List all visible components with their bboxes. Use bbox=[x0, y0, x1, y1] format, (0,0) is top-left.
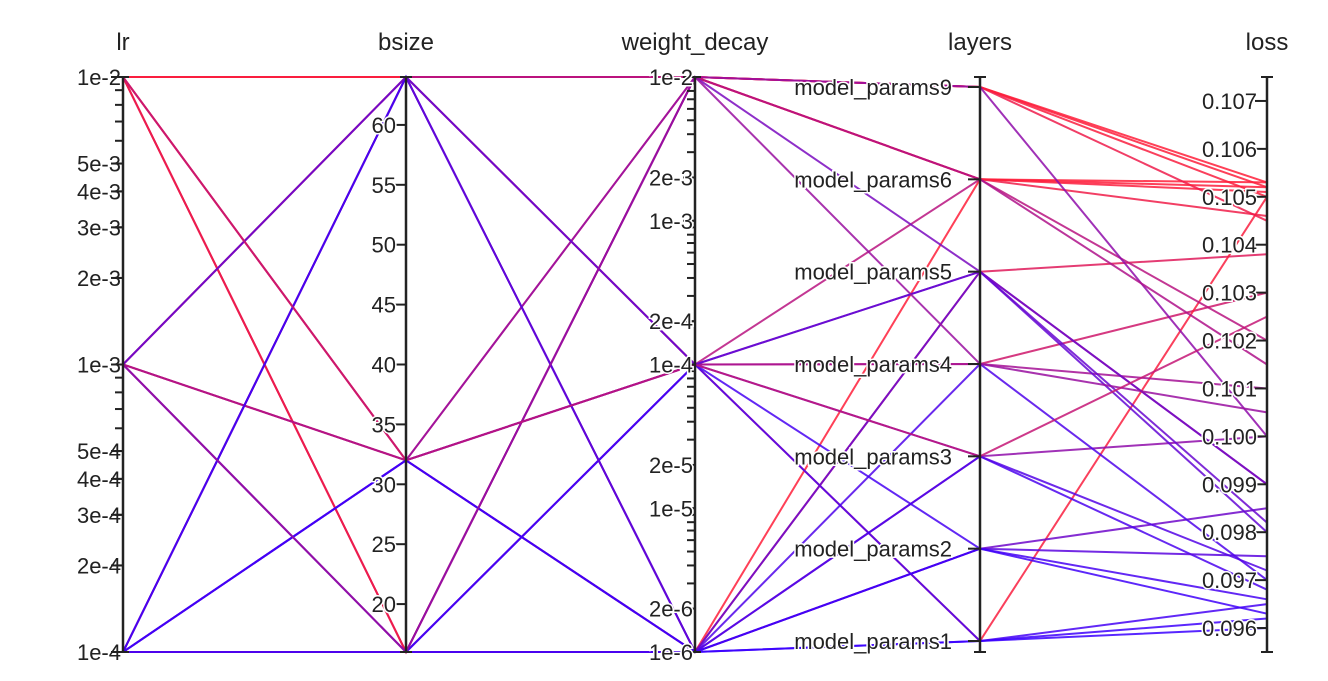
tick-label: 45 bbox=[372, 293, 396, 318]
tick-label: 1e-5 bbox=[649, 496, 693, 521]
category-label: model_params5 bbox=[794, 260, 952, 285]
category-label: model_params9 bbox=[794, 75, 952, 100]
tick-label: 3e-4 bbox=[77, 503, 121, 528]
axis-lr: lr 1e-2 5e-34e-3 3e-3 2e-3 1e-3 5e-4 4e-4 3e-4 2e… bbox=[77, 29, 130, 665]
tick-label: 3e-3 bbox=[77, 215, 121, 240]
axis-title: weight_decay bbox=[621, 29, 769, 56]
axis-loss: loss 0.107 0.106 0.105 0.104 0.103 0.102 0.101 0… bbox=[1200, 29, 1289, 653]
tick-label: 5e-3 bbox=[77, 152, 121, 177]
axis-title: bsize bbox=[378, 29, 434, 56]
tick-label: 4e-4 bbox=[77, 467, 121, 492]
tick-label: 2e-3 bbox=[77, 266, 121, 291]
tick-label: 0.098 bbox=[1202, 520, 1257, 545]
tick-label: 20 bbox=[372, 592, 396, 617]
tick-label: 2e-3 bbox=[649, 165, 693, 190]
tick-label: 0.101 bbox=[1202, 376, 1257, 401]
category-label: model_params3 bbox=[794, 444, 952, 469]
axis-weight_decay: weight_decay 1e-2 2e-3 1e-3 2e-4 1e-4 2e-5 1e-5… bbox=[621, 29, 769, 667]
tick-label: 30 bbox=[372, 472, 396, 497]
axis-title: layers bbox=[948, 29, 1012, 56]
tick-label: 2e-4 bbox=[77, 553, 121, 578]
axis-title: lr bbox=[116, 29, 129, 56]
tick-label: 1e-3 bbox=[649, 209, 693, 234]
tick-label: 0.104 bbox=[1202, 233, 1257, 258]
tick-label: 4e-3 bbox=[77, 179, 121, 204]
axes-layer: lr 1e-2 5e-34e-3 3e-3 2e-3 1e-3 5e-4 4e-4 3e-4 2e… bbox=[77, 29, 1289, 667]
tick-label: 1e-2 bbox=[77, 65, 121, 90]
tick-label: 0.097 bbox=[1202, 568, 1257, 593]
tick-label: 0.105 bbox=[1202, 185, 1257, 210]
tick-label: 35 bbox=[372, 412, 396, 437]
tick-label: 40 bbox=[372, 353, 396, 378]
tick-label: 0.106 bbox=[1202, 137, 1257, 162]
category-label: model_params1 bbox=[794, 629, 952, 654]
tick-label: 55 bbox=[372, 173, 396, 198]
category-label: model_params6 bbox=[794, 167, 952, 192]
category-label: model_params4 bbox=[794, 352, 952, 377]
axis-title: loss bbox=[1246, 29, 1289, 56]
tick-label: 0.107 bbox=[1202, 89, 1257, 114]
category-label: model_params2 bbox=[794, 537, 952, 562]
tick-label: 60 bbox=[372, 113, 396, 138]
tick-label: 0.102 bbox=[1202, 329, 1257, 354]
tick-label: 0.100 bbox=[1202, 424, 1257, 449]
tick-label: 50 bbox=[372, 233, 396, 258]
tick-label: 1e-6 bbox=[649, 640, 693, 665]
tick-label: 2e-4 bbox=[649, 309, 693, 334]
tick-label: 0.099 bbox=[1202, 472, 1257, 497]
tick-label: 0.096 bbox=[1202, 616, 1257, 641]
tick-label: 1e-2 bbox=[649, 65, 693, 90]
tick-label: 1e-3 bbox=[77, 353, 121, 378]
tick-label: 1e-4 bbox=[649, 353, 693, 378]
tick-label: 5e-4 bbox=[77, 439, 121, 464]
axis-layers: layers model_params9 model_params6 model_pa… bbox=[793, 29, 1012, 656]
tick-label: 2e-5 bbox=[649, 453, 693, 478]
tick-label: 2e-6 bbox=[649, 597, 693, 622]
tick-label: 1e-4 bbox=[77, 640, 121, 665]
tick-label: 0.103 bbox=[1202, 281, 1257, 306]
axis-bsize: bsize 60 55 50 45 40 35 30 25 20 bbox=[370, 29, 434, 653]
tick-label: 25 bbox=[372, 532, 396, 557]
